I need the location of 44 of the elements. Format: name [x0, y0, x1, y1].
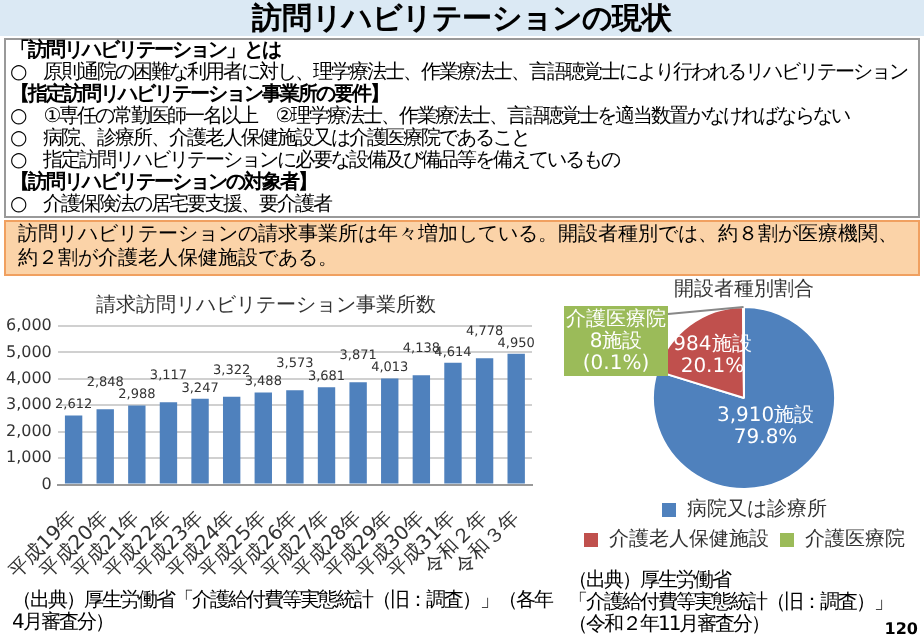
bar [96, 409, 114, 484]
text: （令和２年11月審査分） [568, 614, 770, 636]
y-tick-label: 2,000 [5, 421, 52, 440]
bar [317, 387, 336, 484]
text: 訪問リハビリテーションの現状 [0, 0, 924, 36]
data-label: 3,910施設 79.8% [716, 403, 815, 450]
bar [286, 390, 304, 484]
data-label: 介護医療院 8施設 (0.1%) [566, 307, 666, 376]
text: 「訪問リハビリテーション」とは [10, 40, 283, 62]
bar [191, 398, 209, 484]
y-tick-label: 5,000 [5, 342, 52, 361]
text: 訪問リハビリテーションの請求事業所は年々増加している。開設者種別では、約８割が医療機関、約２割が介護老人保健施設である。 [4, 220, 920, 276]
legend-label: 病院又は診療所 [687, 497, 827, 522]
bar [507, 353, 525, 484]
text: （出典）厚生労働省「介護給付費等実態統計（旧：調査）」（各年4月審査分） [10, 590, 555, 634]
text: ○ 介護保険法の居宅要支援、要介護者 [10, 194, 334, 216]
bar [222, 396, 241, 484]
text: ○ 原則通院の困難な利用者に対し、理学療法士、作業療法士、言語聴覚士により行われるリハビリテーション [10, 62, 910, 84]
text: ○ 指定訪問リハビリテーションに必要な設備及び備品等を備えているもの [10, 150, 622, 172]
bar [349, 382, 367, 484]
legend-label: 介護医療院 [805, 527, 905, 552]
y-tick-label: 0 [41, 474, 52, 493]
y-tick-label: 3,000 [5, 395, 52, 414]
text: ○ ①専任の常勤医師一名以上 ②理学療法士、作業療法士、言語聴覚士を適当数置かなければならない [10, 106, 852, 128]
bar [444, 362, 462, 484]
bar [412, 375, 431, 484]
text: 【指定訪問リハビリテーション事業所の要件】 [10, 84, 390, 106]
legend-label: 介護老人保健施設 [609, 527, 769, 552]
chart-title: 開設者種別割合 [674, 277, 814, 302]
text: 「介護給付費等実態統計（旧：調査）」 [566, 592, 894, 614]
bar [128, 405, 146, 484]
y-tick-label: 1,000 [5, 448, 52, 467]
bar [64, 415, 83, 484]
text: 120 [884, 620, 918, 638]
bar [254, 392, 272, 484]
bar [475, 358, 494, 484]
y-tick-label: 4,000 [5, 369, 52, 388]
bar [381, 378, 399, 484]
chart-title: 請求訪問リハビリテーション事業所数 [96, 293, 436, 318]
y-tick-label: 6,000 [5, 316, 52, 335]
text: ○ 病院、診療所、介護老人保健施設又は介護医療院であること [10, 128, 532, 150]
bar [159, 402, 178, 484]
text: 【訪問リハビリテーションの対象者】 [10, 172, 316, 194]
text: （出典）厚生労働省 [566, 570, 733, 592]
